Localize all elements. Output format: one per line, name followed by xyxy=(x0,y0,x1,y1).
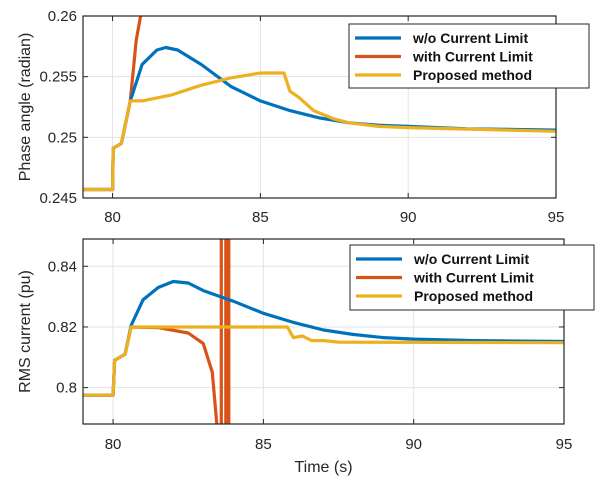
x-tick-label: 80 xyxy=(105,436,122,453)
y-tick-label: 0.255 xyxy=(39,69,77,86)
series-line-proposed xyxy=(83,71,556,192)
legend-box xyxy=(348,23,590,89)
axes-box xyxy=(82,238,565,425)
legend-label: with Current Limit xyxy=(412,49,533,65)
x-tick-label: 90 xyxy=(400,209,417,226)
x-tick-label: 95 xyxy=(556,436,573,453)
y-tick-label: 0.84 xyxy=(48,258,77,275)
x-tick-label: 85 xyxy=(252,209,269,226)
chart-panel-1: 80 85 90 95 0.245 0.25 0.255 0.26 Phase angle (r… xyxy=(17,8,590,226)
x-tick-label: 95 xyxy=(548,209,565,226)
legend-label: Proposed method xyxy=(414,288,533,304)
y-tick-label: 0.82 xyxy=(48,319,77,336)
axes-box xyxy=(82,15,557,199)
x-tick-label: 85 xyxy=(255,436,272,453)
legend-label: w/o Current Limit xyxy=(412,30,528,46)
y-tick-label: 0.8 xyxy=(56,380,77,397)
y-tick-label: 0.26 xyxy=(48,8,77,25)
y-axis-label: Phase angle (radian) xyxy=(17,33,34,182)
legend-label: Proposed method xyxy=(413,67,532,83)
legend: w/o Current Limit with Current Limit Propo… xyxy=(348,23,590,89)
series-line-proposed xyxy=(83,325,564,397)
y-tick-label: 0.25 xyxy=(48,129,77,146)
x-axis-label: Time (s) xyxy=(294,459,352,476)
x-tick-label: 90 xyxy=(405,436,422,453)
y-tick-label: 0.245 xyxy=(39,190,77,207)
legend-label: w/o Current Limit xyxy=(413,251,529,267)
y-axis-label: RMS current (pu) xyxy=(17,270,34,393)
chart-panel-2: 80 85 90 95 0.8 0.82 0.84 RMS current (pu) Time … xyxy=(17,238,595,476)
x-tick-label: 80 xyxy=(104,209,121,226)
legend: w/o Current Limit with Current Limit Propo… xyxy=(349,244,595,311)
legend-label: with Current Limit xyxy=(413,270,534,286)
